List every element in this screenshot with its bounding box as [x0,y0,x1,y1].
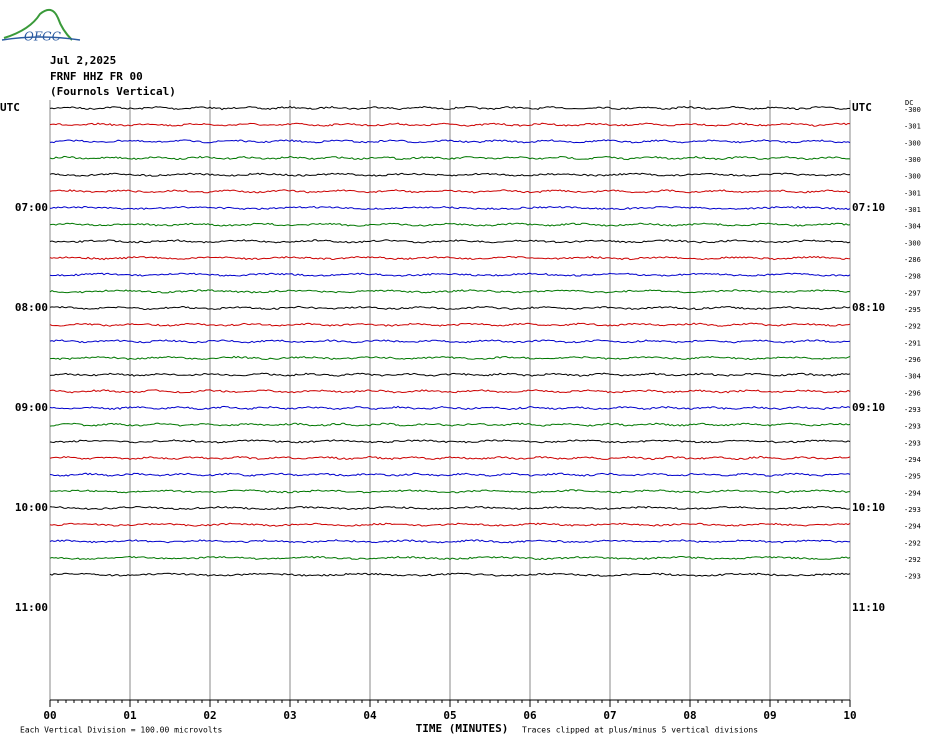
trace [49,255,851,261]
trace [49,505,851,511]
dc-value: -294 [904,489,921,497]
left-time-label: 09:00 [15,401,48,414]
x-tick-label: 09 [763,709,776,722]
dc-value: -296 [904,389,921,397]
dc-value: -304 [904,223,921,231]
dc-value: -295 [904,473,921,481]
trace [49,489,851,494]
trace [49,205,851,211]
dc-value: -292 [904,323,921,331]
dc-value: -294 [904,523,921,531]
trace [49,539,850,544]
x-tick-label: 03 [283,709,296,722]
x-tick-label: 10 [843,709,856,722]
x-tick-label: 00 [43,709,56,722]
logo: OFGC [1,8,81,44]
trace [49,289,851,294]
dc-value: -293 [904,573,921,581]
trace [49,239,851,244]
trace [49,272,851,277]
dc-value: -300 [904,156,921,164]
dc-value: -293 [904,423,921,431]
right-time-label: 09:10 [852,401,885,414]
dc-value: -292 [904,539,921,547]
trace [49,372,851,377]
trace [49,555,851,561]
trace [49,522,851,527]
dc-value: -295 [904,306,921,314]
dc-value: -300 [904,239,921,247]
right-time-label: 08:10 [852,301,885,314]
trace [49,305,851,311]
trace [49,439,851,444]
dc-value: -293 [904,406,921,414]
dc-value: -294 [904,456,921,464]
x-tick-label: 08 [683,709,696,722]
right-time-label: 11:10 [852,601,885,614]
dc-value: -292 [904,556,921,564]
left-time-label: 08:00 [15,301,48,314]
left-time-label: UTC [0,101,20,114]
logo-line [1,36,81,41]
x-tick-label: 01 [123,709,137,722]
dc-value: -296 [904,356,921,364]
trace [49,455,851,461]
trace [49,105,851,111]
dc-value: -301 [904,189,921,197]
trace [49,389,851,394]
left-time-label: 11:00 [15,601,48,614]
trace [49,355,851,361]
trace [49,172,851,177]
dc-value: -293 [904,439,921,447]
trace [49,189,851,194]
x-tick-label: 05 [443,709,456,722]
logo-swoosh [3,8,73,41]
x-tick-label: 04 [363,709,377,722]
trace [49,322,851,327]
trace [49,572,851,577]
x-axis-label: TIME (MINUTES) [416,722,509,735]
right-time-label: UTC [852,101,872,114]
dc-value: -300 [904,139,921,147]
date: Jul 2,2025 [50,54,116,67]
right-time-label: 10:10 [852,501,885,514]
dc-title: DC [905,99,913,107]
clip-note: Traces clipped at plus/minus 5 vertical … [522,726,758,735]
trace [49,122,851,127]
trace [49,155,851,161]
trace [49,422,851,427]
scale-note: Each Vertical Division = 100.00 microvol… [20,726,222,735]
dc-value: -293 [904,506,921,514]
dc-value: -286 [904,256,921,264]
dc-value: -301 [904,206,921,214]
logo-text: OFGC [24,30,61,44]
dc-value: -291 [904,339,921,347]
left-time-label: 10:00 [15,501,48,514]
trace [49,222,851,227]
trace [49,339,851,344]
trace [49,472,851,477]
dc-value: -297 [904,289,921,297]
dc-value: -300 [904,173,921,181]
dc-value: -300 [904,106,921,114]
trace [49,139,851,144]
x-tick-label: 07 [603,709,616,722]
station-name: (Fournols Vertical) [50,85,176,98]
dc-value: -304 [904,373,921,381]
right-time-label: 07:10 [852,201,885,214]
dc-value: -298 [904,273,921,281]
x-tick-label: 06 [523,709,537,722]
dc-value: -301 [904,123,921,131]
trace [49,405,851,411]
x-tick-label: 02 [203,709,216,722]
station: FRNF HHZ FR 00 [50,70,143,83]
left-time-label: 07:00 [15,201,48,214]
